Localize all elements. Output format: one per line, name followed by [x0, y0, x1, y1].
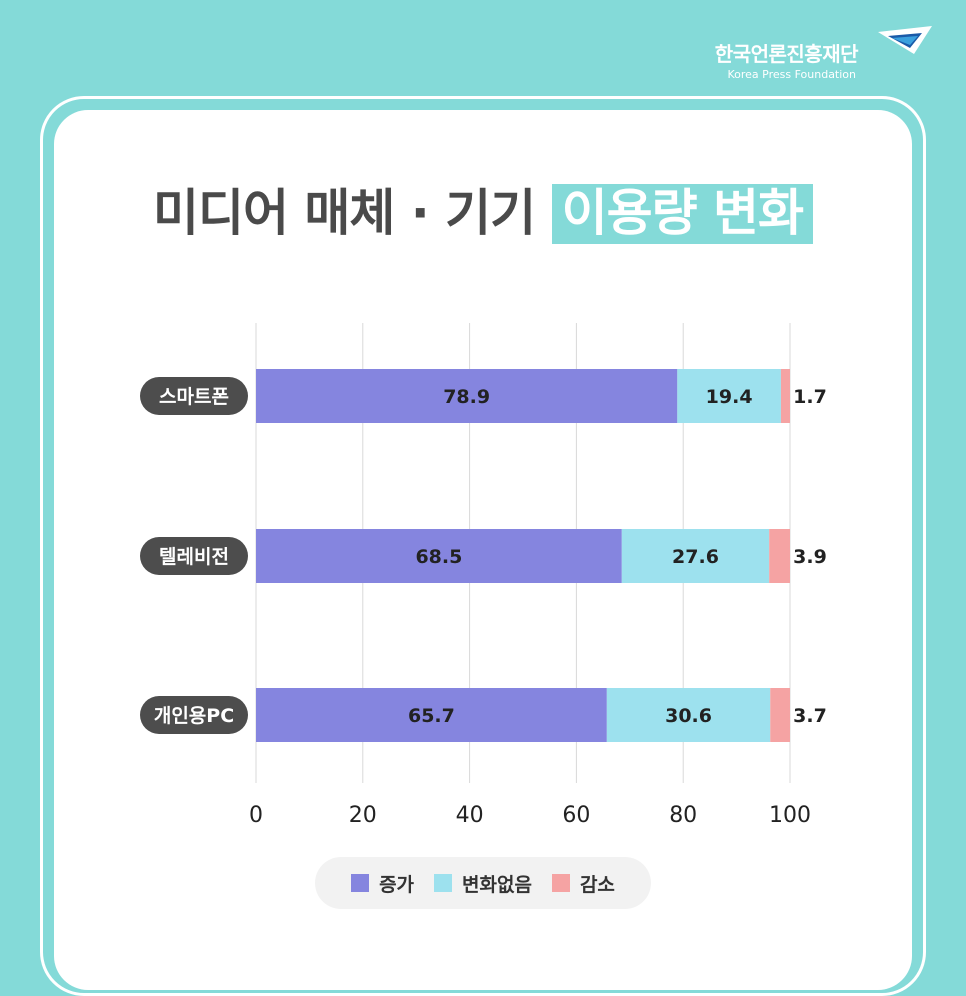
title-highlight: 이용량 변화	[551, 184, 814, 244]
brand-logo: 한국언론진흥재단 Korea Press Foundation	[714, 24, 936, 84]
legend-swatch	[434, 874, 453, 892]
foundation-logo-icon	[878, 26, 932, 54]
legend-label: 증가	[379, 873, 415, 896]
category-badge	[140, 696, 248, 734]
bar-segment	[780, 369, 790, 423]
bar-segment	[621, 529, 770, 583]
legend-label: 감소	[579, 873, 615, 896]
category-badge	[140, 537, 248, 575]
x-tick-label: 20	[349, 803, 377, 828]
data-label: 3.9	[793, 546, 827, 568]
bar-segment	[769, 529, 790, 583]
legend-item: 증가	[351, 870, 414, 897]
stacked-bar-chart: 0 20 40 60 80 100 78.9 19.4 1.7 스마트폰 68.5 27.6 3.9 텔레…	[140, 323, 827, 828]
legend-item: 감소	[551, 870, 615, 897]
legend-swatch	[551, 874, 570, 892]
data-label: 3.7	[793, 705, 827, 727]
data-label: 78.9	[443, 386, 490, 408]
x-tick-label: 60	[562, 803, 590, 828]
category-label: 스마트폰	[159, 386, 229, 408]
x-tick-label: 40	[456, 803, 484, 828]
title-main: 미디어 매체 · 기기	[152, 184, 536, 242]
category-label: 개인용PC	[154, 705, 234, 727]
brand-name: 한국언론진흥재단	[714, 42, 859, 66]
bar-segment	[770, 688, 790, 742]
category-badge	[140, 377, 248, 415]
bar-segment	[677, 369, 781, 423]
data-label: 30.6	[665, 705, 712, 727]
data-label: 65.7	[408, 705, 455, 727]
x-tick-label: 80	[669, 803, 697, 828]
bar-segment	[256, 369, 678, 423]
chart-legend: 증가 변화없음 감소	[315, 857, 651, 909]
legend-swatch	[351, 874, 370, 892]
data-label: 1.7	[793, 386, 827, 408]
data-label: 68.5	[415, 546, 462, 568]
bar-segment	[606, 688, 771, 742]
x-tick-label: 100	[769, 803, 811, 828]
legend-label: 변화없음	[462, 873, 532, 896]
bar-segment	[256, 529, 622, 583]
x-tick-label: 0	[249, 803, 263, 828]
page-title: 미디어 매체 · 기기 이용량 변화	[0, 173, 966, 245]
category-label: 텔레비전	[159, 546, 229, 568]
bar-segment	[256, 688, 607, 742]
data-label: 19.4	[706, 386, 753, 408]
data-label: 27.6	[672, 546, 719, 568]
brand-name-en: Korea Press Foundation	[727, 68, 856, 81]
legend-item: 변화없음	[434, 870, 532, 897]
